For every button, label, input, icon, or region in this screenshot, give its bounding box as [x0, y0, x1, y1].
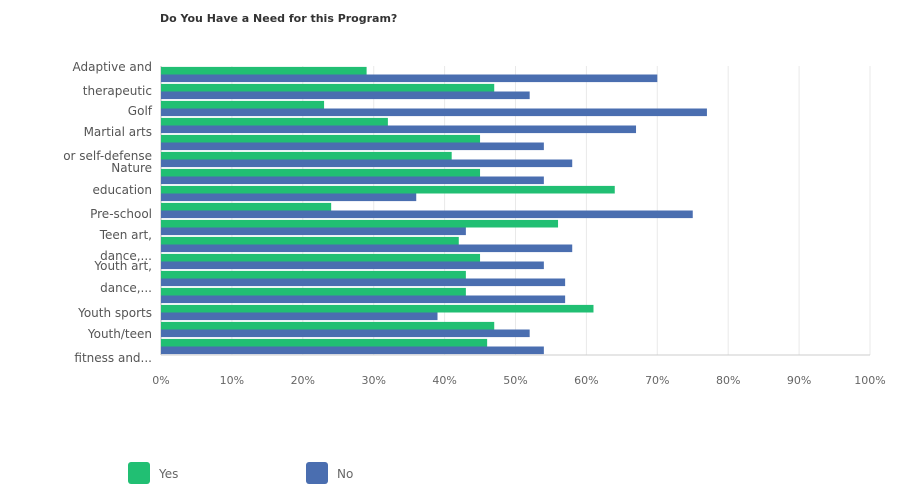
bars: [161, 66, 707, 355]
x-tick-labels: 0% 10% 20% 30% 40% 50% 60% 70% 80% 90% 100%: [152, 374, 885, 387]
bar-no: [161, 261, 544, 270]
bar-no: [161, 244, 573, 253]
legend-label-no: No: [337, 467, 353, 481]
x-tick-label: 40%: [432, 374, 456, 387]
bar-yes: [161, 338, 488, 347]
legend-swatch-yes: [128, 462, 150, 484]
category-label: Pre-school: [90, 207, 152, 221]
category-label: education: [92, 183, 152, 197]
x-tick-label: 10%: [220, 374, 244, 387]
bar-no: [161, 227, 466, 236]
x-tick-label: 20%: [291, 374, 315, 387]
legend-label-yes: Yes: [158, 467, 178, 481]
x-tick-label: 90%: [787, 374, 811, 387]
bar-yes: [161, 270, 466, 279]
x-tick-label: 70%: [645, 374, 669, 387]
bar-no: [161, 278, 566, 287]
bar-no: [161, 210, 693, 219]
bar-yes: [161, 219, 559, 228]
bar-yes: [161, 202, 332, 211]
category-label: or self-defense: [63, 149, 152, 163]
bar-yes: [161, 134, 481, 143]
x-tick-label: 100%: [854, 374, 885, 387]
category-labels: Adaptive and therapeutic Golf Martial arts o…: [63, 60, 153, 365]
x-tick-label: 80%: [716, 374, 740, 387]
bar-yes: [161, 168, 481, 177]
x-tick-label: 30%: [361, 374, 385, 387]
bar-no: [161, 312, 438, 321]
bar-no: [161, 329, 530, 338]
bar-yes: [161, 66, 367, 75]
bar-no: [161, 193, 417, 202]
x-tick-label: 0%: [152, 374, 169, 387]
x-tick-label: 60%: [574, 374, 598, 387]
bar-no: [161, 346, 544, 355]
bar-no: [161, 142, 544, 151]
bar-yes: [161, 117, 388, 126]
bar-no: [161, 295, 566, 304]
bar-no: [161, 74, 658, 83]
category-label: Youth sports: [77, 306, 152, 320]
category-label: Youth/teen: [87, 327, 152, 341]
bar-yes: [161, 151, 452, 160]
category-label: fitness and...: [74, 351, 152, 365]
category-label: Adaptive and: [73, 60, 153, 74]
bar-no: [161, 176, 544, 185]
bar-yes: [161, 100, 325, 109]
bar-yes: [161, 287, 466, 296]
category-label: Youth art,: [93, 259, 152, 273]
bar-no: [161, 108, 707, 117]
bar-yes: [161, 185, 615, 194]
bar-yes: [161, 253, 481, 262]
category-label: Golf: [128, 104, 153, 118]
legend-swatch-no: [306, 462, 328, 484]
bar-yes: [161, 236, 459, 245]
bar-no: [161, 159, 573, 168]
bar-no: [161, 125, 637, 134]
category-label: dance,...: [100, 249, 152, 263]
category-label: Nature: [111, 161, 152, 175]
category-label: Martial arts: [84, 125, 152, 139]
bar-no: [161, 91, 530, 100]
bar-yes: [161, 304, 594, 313]
bar-yes: [161, 321, 495, 330]
x-tick-label: 50%: [503, 374, 527, 387]
legend: Yes No: [128, 462, 353, 484]
category-label: Teen art,: [99, 228, 152, 242]
chart-title: Do You Have a Need for this Program?: [160, 12, 397, 25]
category-label: therapeutic: [83, 84, 152, 98]
bar-yes: [161, 83, 495, 92]
category-label: dance,...: [100, 281, 152, 295]
